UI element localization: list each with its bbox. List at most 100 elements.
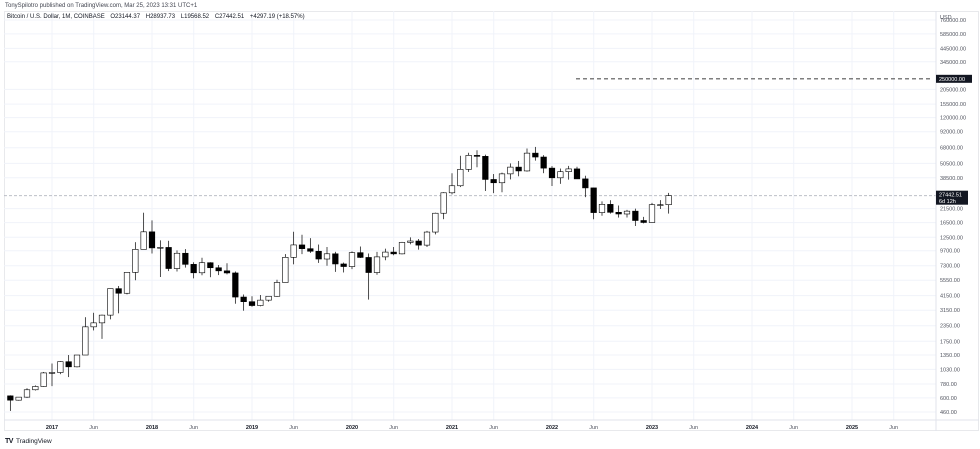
- candle: [15, 396, 22, 401]
- candle: [298, 234, 306, 255]
- price-tick-label: 600.00: [940, 396, 957, 402]
- time-tick-label: Jun: [189, 425, 198, 431]
- candle: [23, 388, 31, 398]
- candle: [432, 212, 439, 235]
- candle: [607, 200, 614, 214]
- time-tick-label: 2017: [46, 425, 58, 431]
- candle: [657, 200, 664, 209]
- candle: [465, 152, 472, 172]
- price-tick-label: 345000.00: [940, 60, 966, 66]
- time-tick-label: Jun: [889, 425, 898, 431]
- candle: [98, 314, 106, 339]
- time-tick-label: 2018: [146, 425, 158, 431]
- candle: [523, 148, 531, 172]
- currency-label: USD: [940, 15, 952, 21]
- price-tick-label: 460.00: [940, 410, 957, 416]
- candle: [557, 168, 564, 184]
- candle: [382, 248, 389, 261]
- price-tick-label: 155000.00: [940, 102, 966, 108]
- candle: [173, 250, 181, 272]
- candle: [207, 262, 214, 278]
- candle: [282, 254, 289, 283]
- time-tick-label: Jun: [489, 425, 498, 431]
- ohlc-change: +4297.19 (+18.57%): [249, 14, 305, 20]
- candle: [573, 166, 581, 180]
- candle: [182, 249, 189, 268]
- candle: [598, 201, 606, 216]
- current-price-label: 27442.51: [939, 193, 962, 199]
- candle: [398, 241, 406, 255]
- price-tick-label: 5550.00: [940, 278, 960, 284]
- price-tick-label: 585000.00: [940, 32, 966, 38]
- publisher-line: TonySpilotro published on TradingView.co…: [5, 3, 198, 9]
- candle: [532, 146, 539, 161]
- candle: [665, 192, 672, 214]
- candle: [115, 285, 122, 314]
- time-axis[interactable]: 2017 Jun 2018 Jun 2019 Jun 2020 Jun 2021 Jun 2022 J…: [46, 425, 898, 431]
- time-tick-label: Jun: [589, 425, 598, 431]
- price-tick-label: 1750.00: [940, 339, 960, 345]
- chart-frame[interactable]: [4, 11, 979, 431]
- candle: [190, 262, 197, 279]
- candle: [357, 246, 364, 259]
- candle: [448, 173, 456, 195]
- price-tick-label: 3150.00: [940, 308, 960, 314]
- candle: [640, 216, 647, 224]
- candle: [423, 230, 431, 248]
- candle: [407, 237, 414, 245]
- price-tick-label: 780.00: [940, 382, 957, 388]
- price-tick-label: 4150.00: [940, 294, 960, 300]
- time-tick-label: 2021: [446, 425, 458, 431]
- price-tick-label: 7300.00: [940, 264, 960, 270]
- candle: [365, 253, 372, 300]
- candle: [457, 155, 464, 188]
- target-price-badge: [936, 74, 972, 83]
- candle: [615, 205, 622, 218]
- target-price-label: 250000.00: [939, 77, 965, 83]
- candle: [507, 163, 514, 180]
- time-tick-label: 2023: [646, 425, 658, 431]
- candle: [490, 174, 497, 194]
- candle: [582, 175, 589, 198]
- candle: [90, 312, 97, 331]
- candle: [107, 288, 114, 320]
- ohlc-open: O23144.37: [110, 14, 141, 20]
- candle: [265, 295, 272, 302]
- candle: [32, 385, 39, 391]
- price-tick-label: 38500.00: [940, 176, 963, 182]
- candle: [232, 271, 239, 304]
- time-tick-label: Jun: [689, 425, 698, 431]
- symbol-legend: Bitcoin / U.S. Dollar, 1M, COINBASE O231…: [7, 14, 309, 20]
- time-tick-label: 2020: [346, 425, 358, 431]
- ohlc-close: C27442.51: [214, 14, 245, 20]
- candle: [648, 202, 656, 223]
- price-tick-label: 68000.00: [940, 146, 963, 152]
- time-tick-label: Jun: [789, 425, 798, 431]
- price-tick-label: 760000.00: [940, 18, 966, 24]
- price-tick-label: 1350.00: [940, 353, 960, 359]
- price-tick-label: 21500.00: [940, 207, 963, 213]
- candle: [65, 355, 72, 378]
- candle: [548, 166, 556, 187]
- bar-countdown-label: 6d 12h: [939, 199, 956, 205]
- candle: [223, 263, 231, 275]
- time-tick-label: Jun: [289, 425, 298, 431]
- candle: [590, 187, 597, 220]
- ohlc-low: L19568.52: [180, 14, 210, 20]
- time-tick-label: 2019: [246, 425, 258, 431]
- price-tick-label: 12500.00: [940, 235, 963, 241]
- candle: [315, 244, 322, 263]
- candle: [273, 279, 281, 297]
- candle: [498, 172, 506, 193]
- candle: [482, 154, 489, 191]
- candle: [48, 363, 56, 387]
- candle: [415, 239, 422, 250]
- price-tick-label: 205000.00: [940, 87, 966, 93]
- candle: [57, 361, 64, 375]
- candle: [390, 247, 397, 256]
- candle: [373, 251, 381, 275]
- candle: [340, 262, 347, 273]
- candle: [215, 265, 222, 276]
